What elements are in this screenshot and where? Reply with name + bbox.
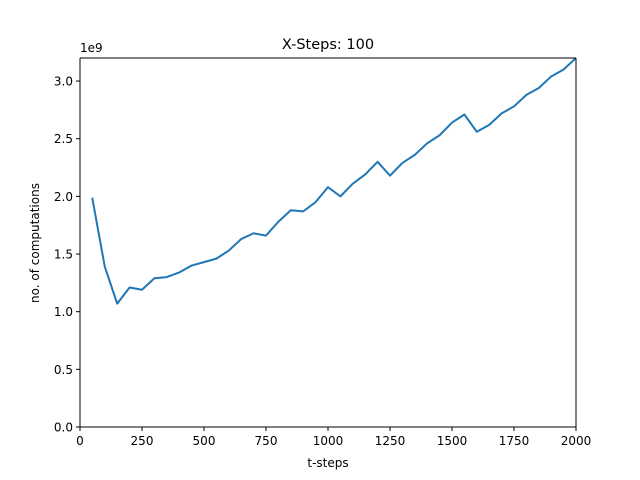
y-tick-label: 3.0 [54,75,73,89]
series-line-1 [91,58,576,305]
x-tick-label: 0 [76,434,84,448]
y-tick-label: 1.0 [54,305,73,319]
x-axis-label: t-steps [307,456,348,470]
x-tick-label: 250 [131,434,154,448]
y-tick-label: 2.5 [54,132,73,146]
x-tick-label: 2000 [561,434,592,448]
x-tick-label: 1750 [499,434,530,448]
y-axis-label: no. of computations [28,183,42,303]
x-tick-label: 1250 [375,434,406,448]
x-tick-label: 750 [255,434,278,448]
x-tick-label: 1000 [313,434,344,448]
y-tick-label: 0.5 [54,363,73,377]
y-tick-label: 2.0 [54,190,73,204]
x-tick-label: 1500 [437,434,468,448]
x-tick-label: 500 [193,434,216,448]
plot-area: 0 250 500 750 1000 1250 1500 1750 2000 0.0 0.5 1.0 1… [54,57,592,448]
y-axis-offset-label: 1e9 [80,41,103,55]
y-tick-label: 1.5 [54,248,73,262]
chart-title: X-Steps: 100 [282,37,374,53]
y-tick-label: 0.0 [54,421,73,435]
